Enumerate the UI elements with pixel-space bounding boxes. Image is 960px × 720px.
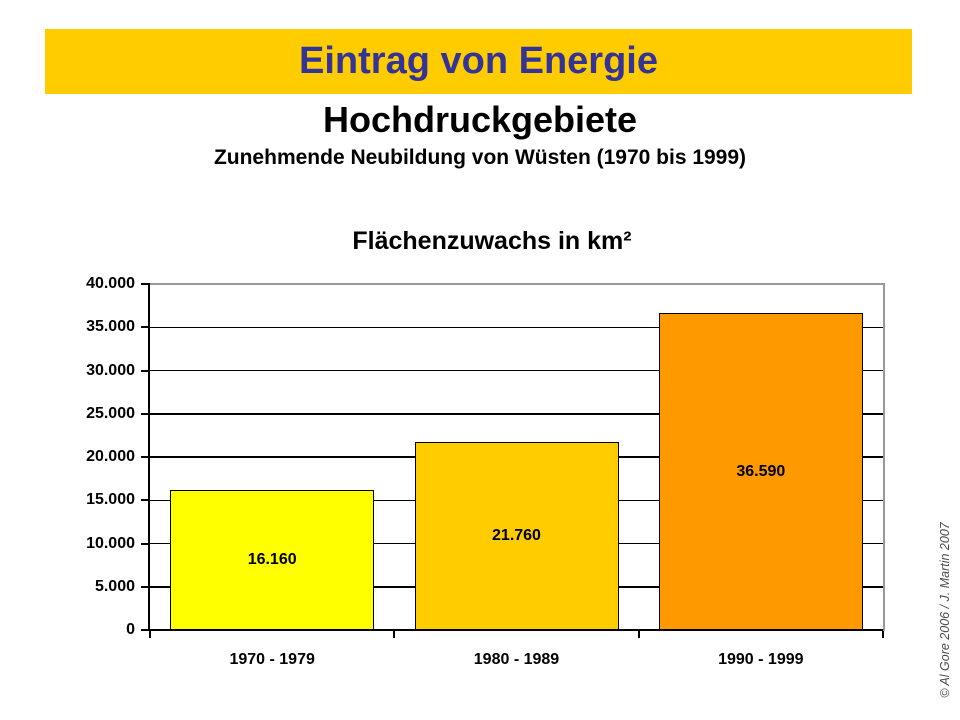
y-tick-label: 0 [126, 621, 135, 638]
gridline [150, 413, 883, 415]
x-axis-tick [882, 631, 884, 638]
gridline [150, 369, 883, 372]
x-axis-tick [637, 631, 640, 638]
y-axis-tick [141, 542, 150, 545]
bar-1970-1979 [170, 490, 375, 630]
x-axis-line [141, 629, 883, 631]
y-tick-label: 40.000 [86, 275, 135, 292]
x-axis-tick [393, 631, 396, 638]
y-axis-tick [141, 412, 150, 415]
y-axis-tick [141, 326, 150, 329]
y-tick-label: 25.000 [86, 404, 135, 422]
bar-value-label: 21.760 [492, 526, 541, 544]
bar-value-label: 16.160 [247, 551, 297, 569]
plot-border-top-line [150, 283, 884, 285]
y-axis-tick [141, 283, 150, 285]
bar-1990-1999 [658, 313, 863, 630]
y-axis-tick [141, 499, 150, 502]
x-category-label: 1990 - 1999 [718, 651, 804, 668]
slide-title: Eintrag von Energie [299, 40, 658, 82]
y-axis-line [148, 283, 150, 631]
y-tick-label: 35.000 [86, 318, 135, 336]
chart-title: Flächenzuwachs in km² [352, 227, 632, 255]
credit-vertical-text: © Al Gore 2006 / J. Martin 2007 [938, 522, 952, 698]
y-axis-tick [141, 456, 150, 458]
y-axis-tick [141, 369, 150, 372]
x-category-label: 1980 - 1989 [473, 651, 560, 668]
slide-heading: Hochdruckgebiete [322, 99, 638, 140]
gridline [150, 326, 883, 328]
x-category-label: 1970 - 1979 [229, 651, 315, 668]
title-banner: Eintrag von Energie [45, 29, 912, 94]
y-tick-label: 15.000 [86, 491, 135, 509]
y-axis-tick [141, 585, 150, 588]
bar-1980-1989 [414, 441, 619, 630]
y-tick-label: 5.000 [94, 577, 135, 595]
y-tick-label: 30.000 [86, 361, 135, 379]
plot-border-right-line [883, 283, 885, 631]
y-tick-label: 20.000 [86, 448, 135, 465]
bar-value-label: 36.590 [736, 462, 786, 480]
y-tick-label: 10.000 [86, 534, 135, 552]
slide-subheading: Zunehmende Neubildung von Wüsten (1970 b… [213, 146, 747, 169]
x-axis-tick [149, 631, 151, 638]
